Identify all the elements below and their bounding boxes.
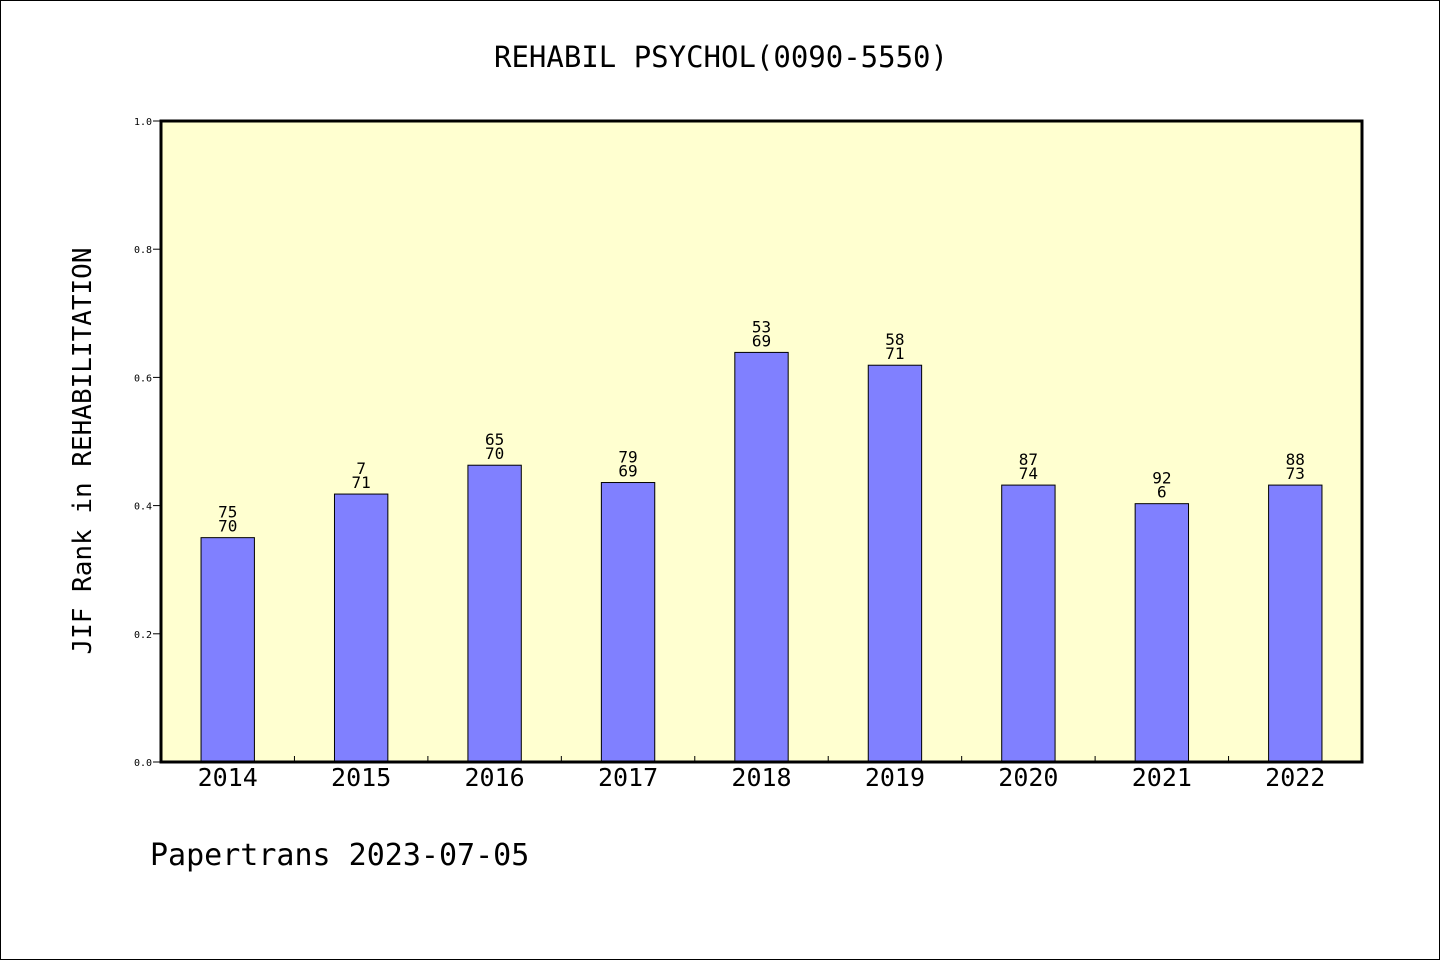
x-tick-label-2022: 2022 <box>1265 763 1325 792</box>
bar-label-2015-1: 7 <box>356 459 366 478</box>
x-tick-label-2020: 2020 <box>998 763 1058 792</box>
chart-title: REHABIL PSYCHOL(0090-5550) <box>494 40 948 74</box>
footer-credit: Papertrans 2023-07-05 <box>150 838 529 873</box>
bar-2015 <box>333 493 389 763</box>
y-tick-label-0.8: 0.8 <box>134 245 152 256</box>
bar-label-2019-2: 71 <box>885 344 904 363</box>
x-tick-label-2017: 2017 <box>598 763 658 792</box>
bar-label-2018-2: 69 <box>752 331 771 350</box>
bar-label-2019-1: 58 <box>885 330 904 349</box>
bar-label-2015-2: 71 <box>352 473 371 492</box>
bar-label-2014-1: 75 <box>218 503 237 522</box>
bar-label-2017-2: 69 <box>618 462 637 481</box>
x-tick-label-2019: 2019 <box>865 763 925 792</box>
y-tick-label-0.4: 0.4 <box>134 502 152 513</box>
bar-label-2014-2: 70 <box>218 517 237 536</box>
y-axis-ticks: 0.0 0.2 0.4 0.6 0.8 1.0 <box>134 117 161 769</box>
bar-label-2020-2: 74 <box>1019 464 1038 483</box>
x-tick-label-2018: 2018 <box>731 763 791 792</box>
bar-label-2021-2: 6 <box>1157 483 1167 502</box>
y-tick-label-0.6: 0.6 <box>134 373 152 384</box>
bar-label-2018-1: 53 <box>752 317 771 336</box>
bar-label-2016-2: 70 <box>485 444 504 463</box>
x-tick-label-2021: 2021 <box>1132 763 1192 792</box>
bar-2021 <box>1134 503 1190 763</box>
y-tick-label-0.2: 0.2 <box>134 630 152 641</box>
y-tick-label-1.0: 1.0 <box>134 117 152 128</box>
x-tick-label-2016: 2016 <box>465 763 525 792</box>
bar-label-2016-1: 65 <box>485 430 504 449</box>
bars-group <box>200 351 1323 763</box>
y-tick-label-0.0: 0.0 <box>134 758 152 769</box>
x-tick-label-2014: 2014 <box>198 763 258 792</box>
y-axis-label: JIF Rank in REHABILITATION <box>68 248 98 655</box>
bar-2022 <box>1268 484 1323 763</box>
bar-label-2020-1: 87 <box>1019 450 1038 469</box>
bar-2019 <box>867 364 923 763</box>
bar-2014 <box>200 537 255 763</box>
bar-2016 <box>467 464 522 763</box>
bar-label-2017-1: 79 <box>618 448 637 467</box>
x-axis-ticks: 2014 2015 2016 2017 2018 2019 2020 2021 2022 <box>198 756 1325 792</box>
plot-border <box>159 119 1364 764</box>
bar-2017 <box>600 482 656 763</box>
bar-label-2022-2: 73 <box>1286 464 1305 483</box>
bar-2018 <box>734 351 789 763</box>
x-tick-label-2015: 2015 <box>331 763 391 792</box>
bar-label-2021-1: 92 <box>1152 469 1171 488</box>
bar-label-2022-1: 88 <box>1286 450 1305 469</box>
bar-2020 <box>1001 484 1056 763</box>
